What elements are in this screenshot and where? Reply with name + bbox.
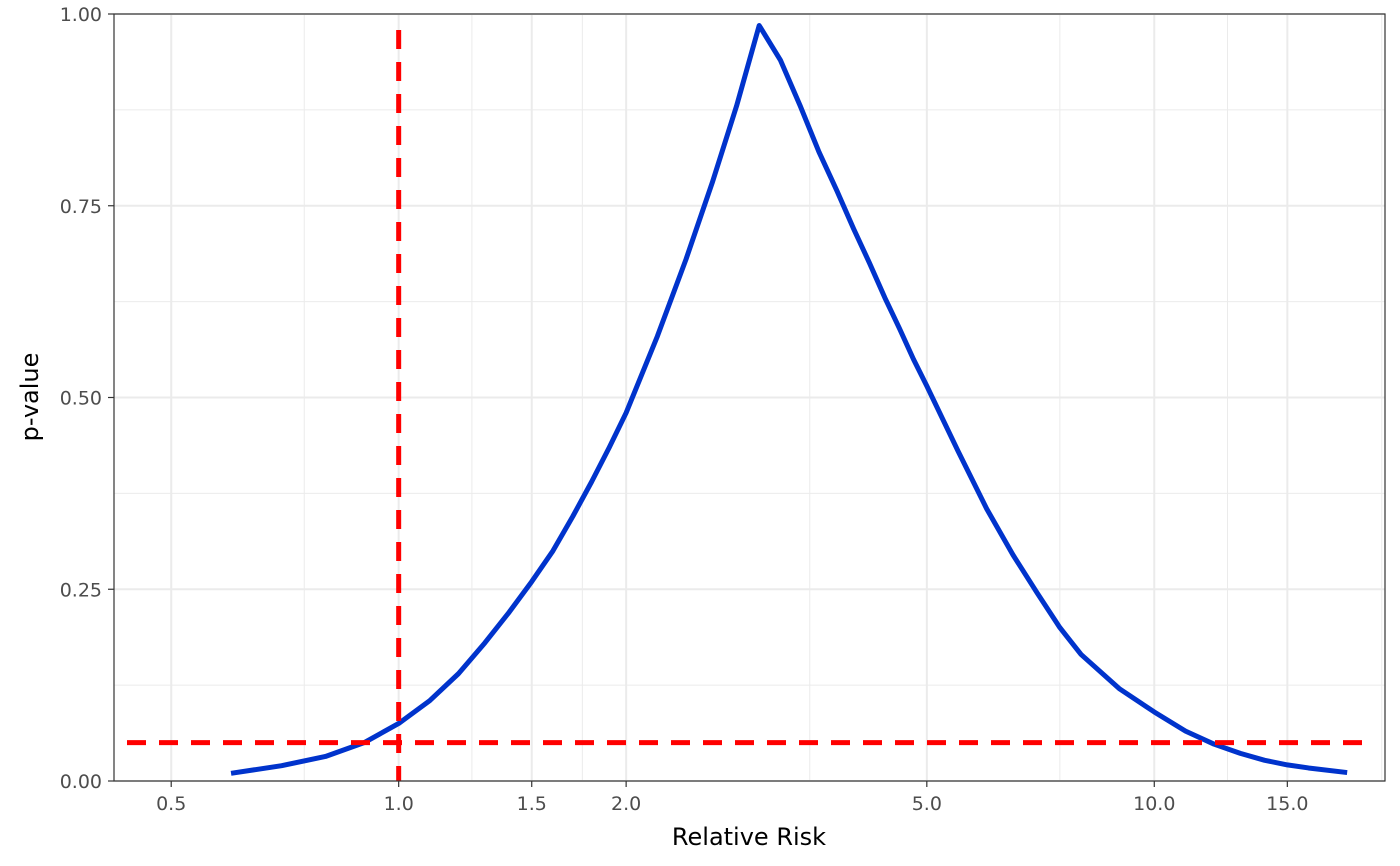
y-tick-label: 0.75 bbox=[60, 196, 102, 218]
reference-lines bbox=[127, 30, 1371, 781]
y-axis: 0.00 0.25 0.50 0.75 1.00 bbox=[60, 4, 114, 793]
x-tick-label: 1.0 bbox=[384, 793, 414, 815]
x-tick-label: 5.0 bbox=[912, 793, 942, 815]
series-layer bbox=[230, 23, 1348, 776]
x-tick-label: 1.5 bbox=[517, 793, 547, 815]
x-axis-title: Relative Risk bbox=[672, 823, 826, 851]
y-tick-label: 0.00 bbox=[60, 771, 102, 793]
x-tick-label: 0.5 bbox=[156, 793, 186, 815]
y-axis-title: p-value bbox=[16, 353, 44, 442]
p-value-curve bbox=[230, 23, 1348, 776]
x-tick-label: 15.0 bbox=[1266, 793, 1308, 815]
y-tick-label: 0.50 bbox=[60, 388, 102, 410]
y-tick-label: 1.00 bbox=[60, 4, 102, 26]
y-tick-label: 0.25 bbox=[60, 579, 102, 601]
x-tick-label: 2.0 bbox=[611, 793, 641, 815]
x-axis: 0.5 1.0 1.5 2.0 5.0 10.0 15.0 bbox=[156, 781, 1308, 815]
x-tick-label: 10.0 bbox=[1133, 793, 1175, 815]
